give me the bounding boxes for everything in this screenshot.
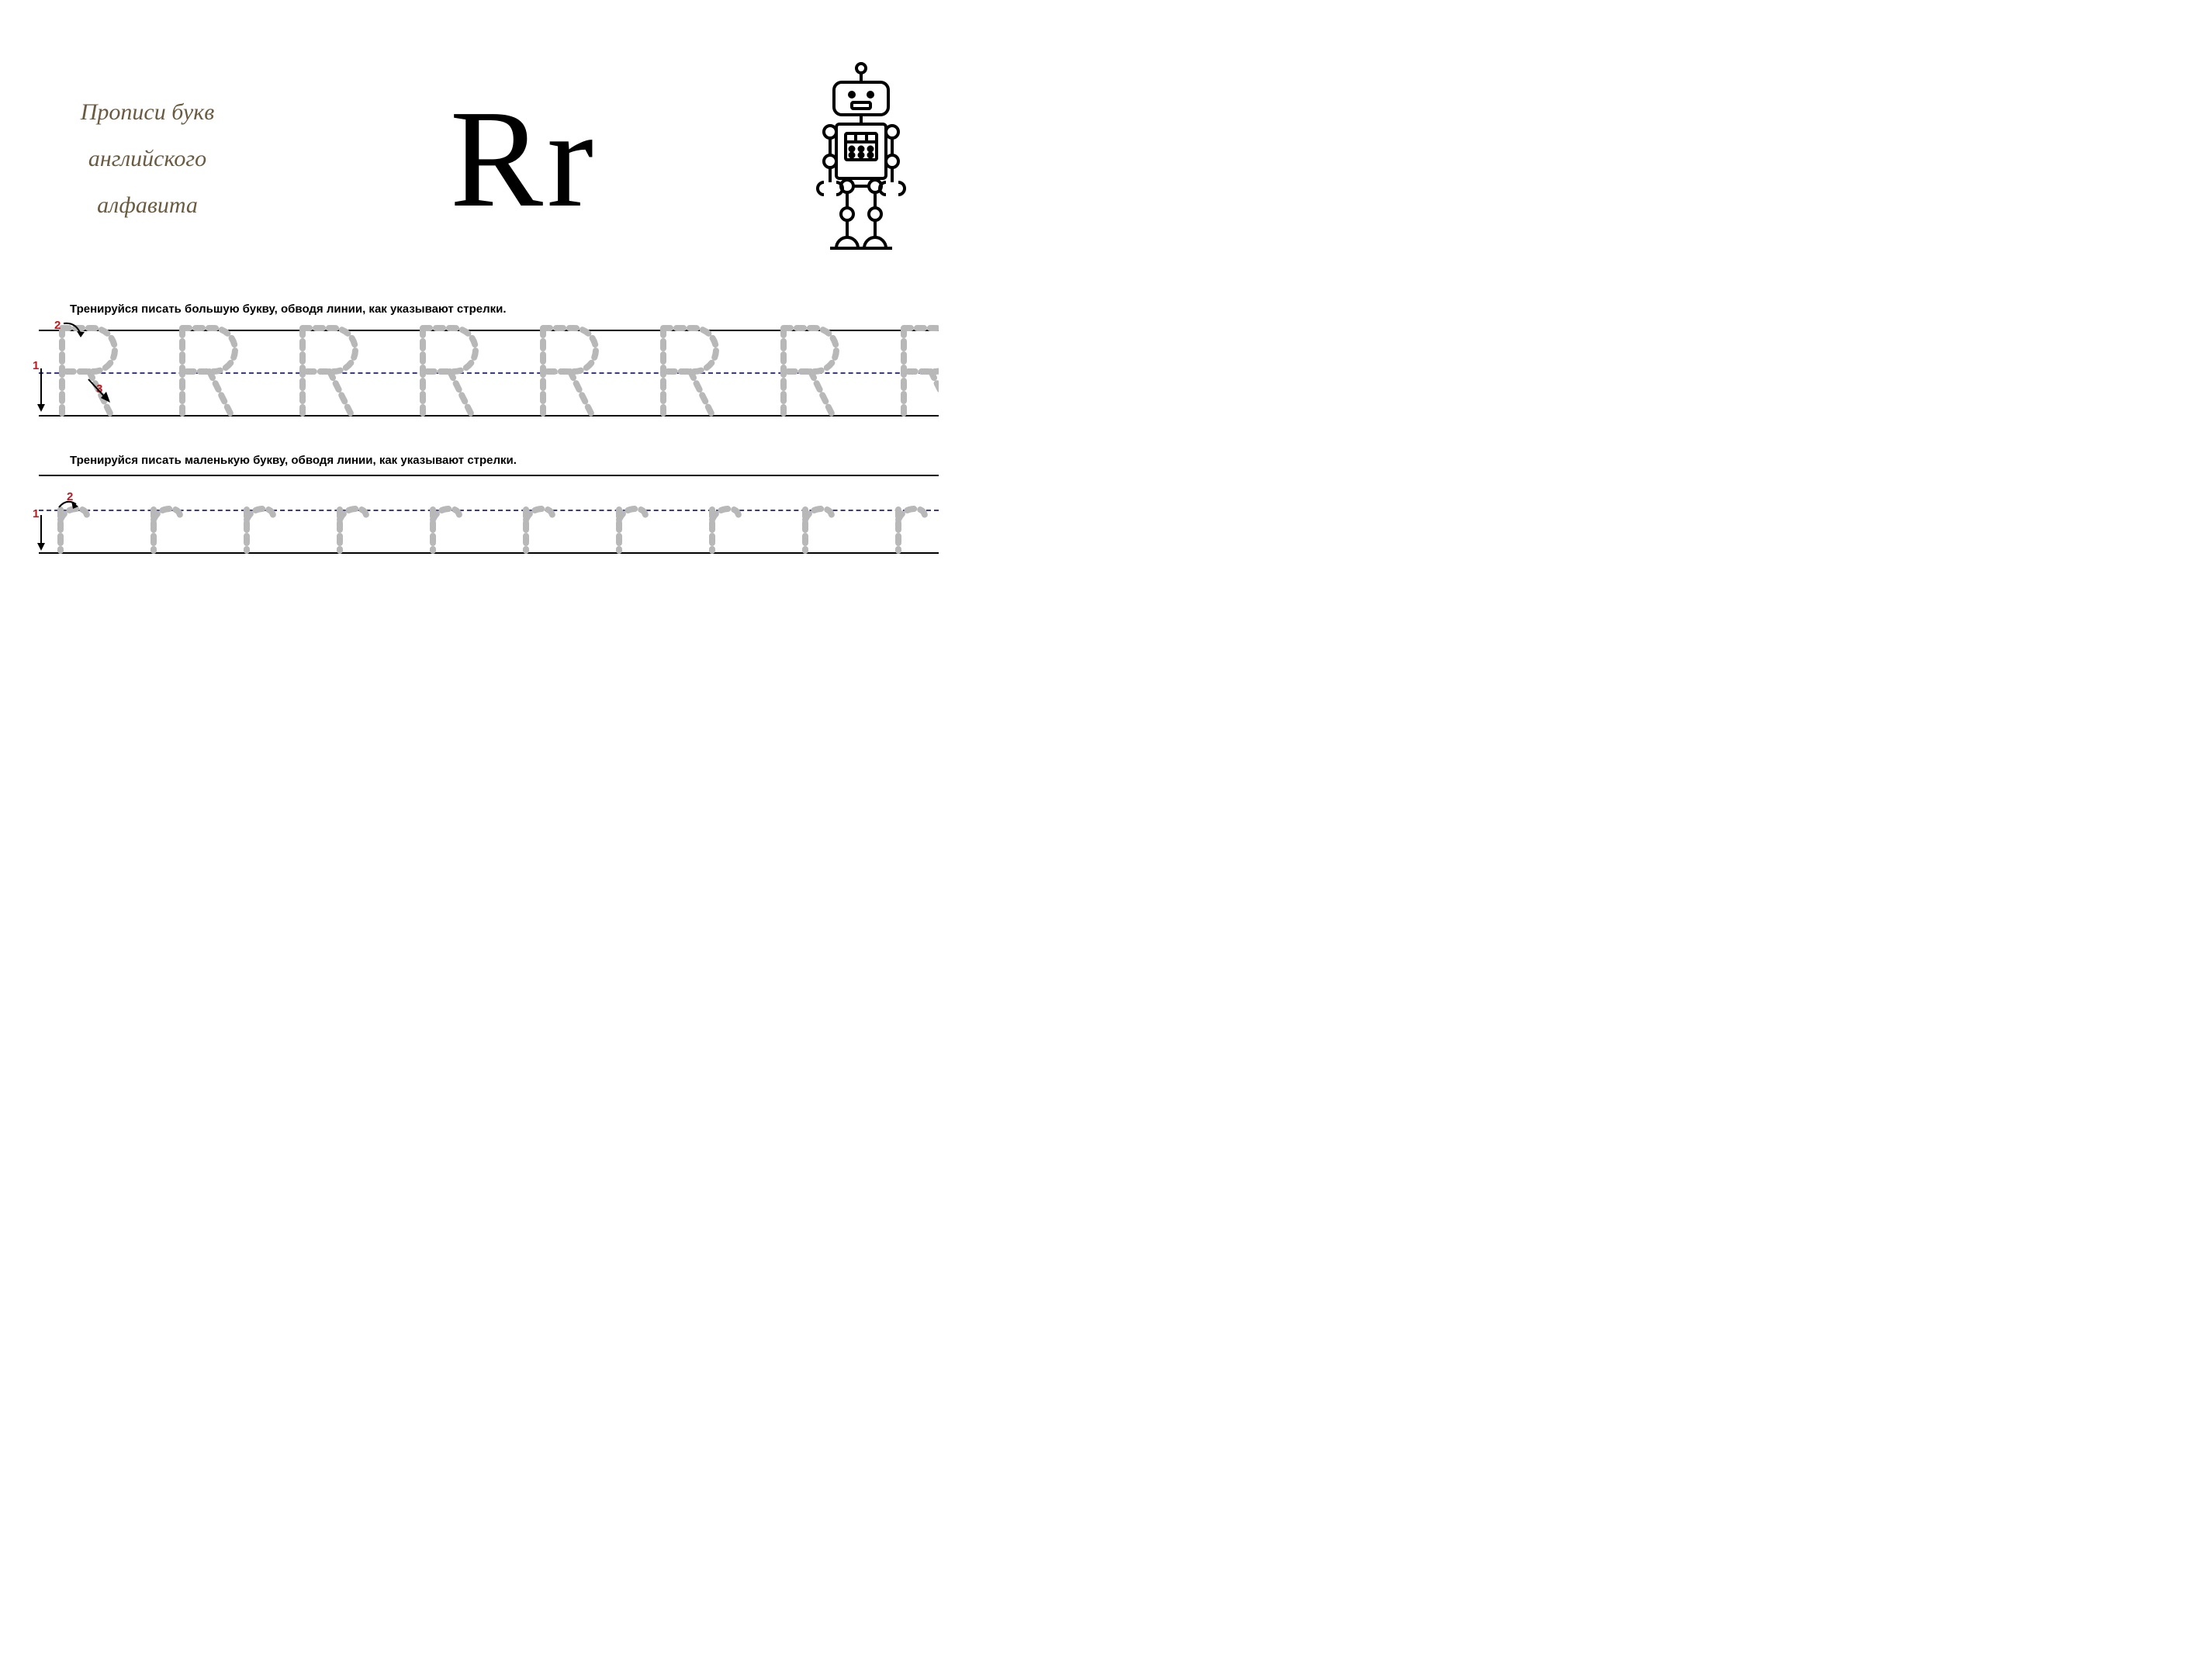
lowercase-display: r (547, 81, 590, 236)
lowercase-trace-letters (54, 475, 939, 560)
uppercase-instruction: Тренируйся писать большую букву, обводя … (70, 302, 939, 316)
robot-icon (799, 62, 923, 256)
lowercase-instruction: Тренируйся писать маленькую букву, обвод… (70, 454, 939, 467)
arrow-1-down (36, 368, 47, 415)
uppercase-trace-strip (54, 322, 939, 423)
title-line-3: алфавита (39, 182, 256, 229)
worksheet-title: Прописи букв английского алфавита (39, 89, 256, 229)
arrow-2-curve (62, 320, 85, 340)
display-letters: Rr (450, 89, 590, 229)
uppercase-display: R (450, 81, 539, 236)
title-line-2: английского (39, 136, 256, 182)
uppercase-trace-letters (54, 322, 939, 423)
stroke-num-2: 2 (54, 319, 61, 332)
uppercase-practice-row: 1 2 3 (39, 322, 939, 423)
arrow-3-diag (85, 376, 116, 407)
lowercase-practice-row: 1 2 (39, 475, 939, 560)
worksheet-header: Прописи букв английского алфавита Rr (39, 31, 939, 279)
title-line-1: Прописи букв (39, 89, 256, 136)
lowercase-trace-strip (54, 475, 939, 560)
arrow-2-curve-small (56, 496, 81, 512)
arrow-1-down-small (36, 515, 47, 554)
robot-illustration (784, 62, 939, 256)
